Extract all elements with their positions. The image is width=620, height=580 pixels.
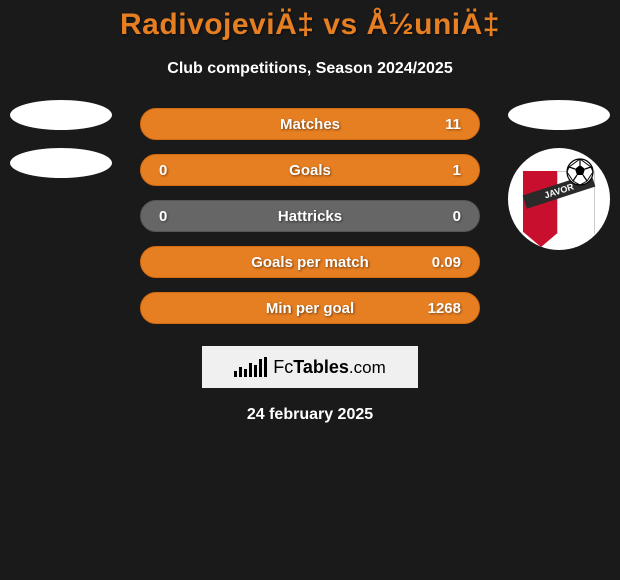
stat-left-value: 0 [159,162,199,179]
soccer-ball-icon [566,158,594,186]
left-club-badge-placeholder [10,148,112,178]
stat-row-goals-per-match: Goals per match 0.09 [140,246,480,278]
stat-row-matches: Matches 11 [140,108,480,140]
stat-right-value: 1268 [421,300,461,317]
stat-right-value: 11 [421,116,461,133]
stat-right-value: 0 [421,208,461,225]
stat-label: Min per goal [266,300,354,317]
right-club-badge: JAVOR [508,148,610,250]
stat-row-min-per-goal: Min per goal 1268 [140,292,480,324]
stat-left-value: 0 [159,208,199,225]
stat-label: Matches [280,116,340,133]
brand-prefix: Fc [273,357,293,377]
date-text: 24 february 2025 [0,406,620,424]
javor-club-logo: JAVOR [516,156,602,242]
right-badges-column: JAVOR [508,100,610,250]
left-badges-column [10,100,112,178]
page-title: RadivojeviÄ‡ vs Å½uniÄ‡ [0,8,620,42]
brand-main: Tables [293,357,349,377]
stat-label: Hattricks [278,208,342,225]
brand-text: FcTables.com [273,357,386,378]
brand-suffix: .com [349,358,386,377]
left-player-badge-placeholder [10,100,112,130]
fctables-brand-box[interactable]: FcTables.com [202,346,418,388]
stat-right-value: 0.09 [421,254,461,271]
stats-rows: Matches 11 0 Goals 1 0 Hattricks 0 Goals… [140,108,480,324]
right-player-badge-placeholder [508,100,610,130]
stats-section: JAVOR Matches 11 0 Goals 1 [0,108,620,424]
stat-row-hattricks: 0 Hattricks 0 [140,200,480,232]
bar-chart-icon [234,357,267,377]
comparison-widget: RadivojeviÄ‡ vs Å½uniÄ‡ Club competition… [0,0,620,424]
stat-row-goals: 0 Goals 1 [140,154,480,186]
stat-label: Goals per match [251,254,369,271]
stat-right-value: 1 [421,162,461,179]
stat-label: Goals [289,162,331,179]
subtitle: Club competitions, Season 2024/2025 [0,60,620,78]
